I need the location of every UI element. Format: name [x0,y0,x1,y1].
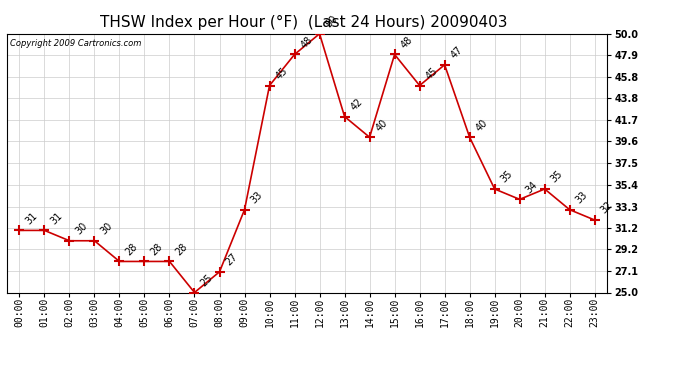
Text: 30: 30 [99,221,115,237]
Text: 48: 48 [399,34,415,50]
Text: 40: 40 [474,117,489,133]
Text: 32: 32 [599,200,615,216]
Text: 28: 28 [174,242,190,257]
Text: 31: 31 [48,210,64,226]
Text: 45: 45 [274,66,290,81]
Text: 48: 48 [299,34,315,50]
Text: 35: 35 [499,169,515,185]
Text: 34: 34 [524,180,540,195]
Text: THSW Index per Hour (°F)  (Last 24 Hours) 20090403: THSW Index per Hour (°F) (Last 24 Hours)… [100,15,507,30]
Text: 33: 33 [248,190,264,206]
Text: 31: 31 [23,210,39,226]
Text: 45: 45 [424,66,440,81]
Text: 35: 35 [549,169,564,185]
Text: 47: 47 [448,45,464,61]
Text: 42: 42 [348,96,364,112]
Text: 27: 27 [224,252,239,268]
Text: 50: 50 [324,14,339,30]
Text: 33: 33 [574,190,589,206]
Text: 28: 28 [124,242,139,257]
Text: 40: 40 [374,117,389,133]
Text: 25: 25 [199,272,215,288]
Text: Copyright 2009 Cartronics.com: Copyright 2009 Cartronics.com [10,39,141,48]
Text: 30: 30 [74,221,89,237]
Text: 28: 28 [148,242,164,257]
